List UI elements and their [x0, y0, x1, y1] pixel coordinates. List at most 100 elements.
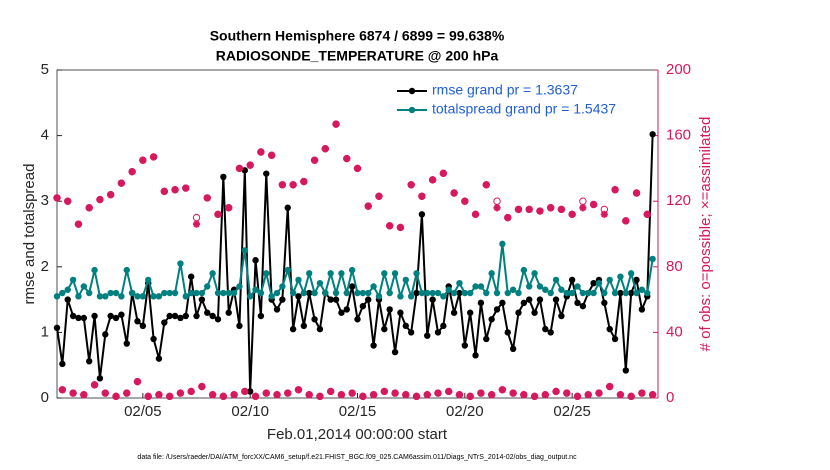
point: [520, 299, 528, 307]
point: [477, 283, 485, 290]
y2-tick-label: 200: [666, 61, 691, 78]
legend-marker: [408, 106, 416, 114]
point: [225, 204, 233, 212]
point: [337, 391, 346, 399]
point: [327, 296, 334, 303]
point: [273, 289, 281, 297]
point: [573, 392, 582, 400]
point: [294, 386, 303, 394]
point: [440, 322, 447, 330]
point: [306, 270, 313, 277]
point: [150, 335, 157, 343]
point: [257, 312, 265, 320]
point: [118, 293, 125, 300]
y-tick-label: 4: [41, 127, 49, 144]
point: [187, 387, 195, 396]
point: [611, 289, 619, 297]
point: [123, 340, 130, 347]
point: [504, 214, 512, 222]
point: [380, 387, 388, 396]
point: [348, 389, 356, 397]
y-tick-label: 0: [41, 389, 49, 406]
point: [466, 392, 474, 400]
point: [80, 283, 88, 290]
point: [241, 247, 249, 254]
point: [236, 322, 243, 330]
point: [198, 289, 206, 297]
point: [263, 270, 270, 277]
point: [617, 273, 624, 280]
point: [482, 181, 490, 189]
point: [58, 386, 66, 394]
point: [295, 276, 302, 284]
y-tick-label: 2: [41, 258, 49, 275]
point: [289, 289, 297, 297]
y-tick-label: 5: [41, 61, 49, 78]
x-tick-label: 02/05: [124, 403, 162, 420]
x-tick-label: 02/15: [339, 403, 377, 420]
point: [483, 289, 490, 297]
point: [557, 205, 566, 213]
point: [375, 293, 383, 300]
point: [375, 192, 383, 200]
point: [160, 187, 168, 195]
point: [595, 280, 603, 287]
point: [289, 325, 297, 333]
point: [461, 289, 469, 297]
point: [69, 389, 77, 397]
point: [310, 156, 319, 164]
point: [112, 314, 120, 322]
point: [219, 392, 227, 400]
point: [332, 289, 340, 297]
point: [74, 220, 83, 228]
point: [123, 266, 130, 274]
point: [536, 283, 544, 290]
point: [381, 325, 388, 333]
point: [643, 210, 651, 218]
point: [450, 189, 458, 197]
point: [278, 181, 286, 189]
point: [396, 223, 405, 232]
point: [161, 319, 168, 326]
point: [579, 289, 587, 297]
legend-label: totalspread grand pr = 1.5437: [432, 101, 616, 117]
point: [542, 325, 549, 333]
point: [391, 348, 399, 356]
point: [354, 316, 361, 323]
point: [530, 392, 539, 400]
point: [182, 184, 190, 192]
point: [493, 306, 501, 313]
point: [289, 181, 297, 189]
point: [268, 151, 276, 159]
point: [348, 266, 356, 274]
point: [166, 289, 173, 297]
point: [279, 296, 286, 303]
point: [112, 289, 120, 297]
point: [568, 210, 576, 218]
point: [107, 312, 114, 320]
point: [230, 289, 238, 297]
y-tick-label: 3: [41, 192, 49, 209]
point: [439, 169, 447, 177]
point: [386, 289, 393, 297]
point: [579, 204, 587, 212]
point: [327, 270, 334, 277]
point: [311, 289, 318, 297]
point: [402, 391, 410, 399]
point: [96, 195, 104, 204]
point: [370, 283, 377, 290]
point: [418, 289, 426, 297]
point: [590, 200, 598, 209]
point: [134, 318, 141, 325]
point: [102, 331, 109, 338]
point: [423, 391, 431, 399]
point: [112, 392, 120, 400]
point: [477, 299, 485, 307]
point: [461, 342, 469, 349]
point: [488, 391, 496, 399]
point: [574, 283, 581, 290]
point: [547, 289, 554, 297]
point: [638, 389, 646, 397]
point: [488, 270, 495, 277]
point: [504, 329, 511, 336]
